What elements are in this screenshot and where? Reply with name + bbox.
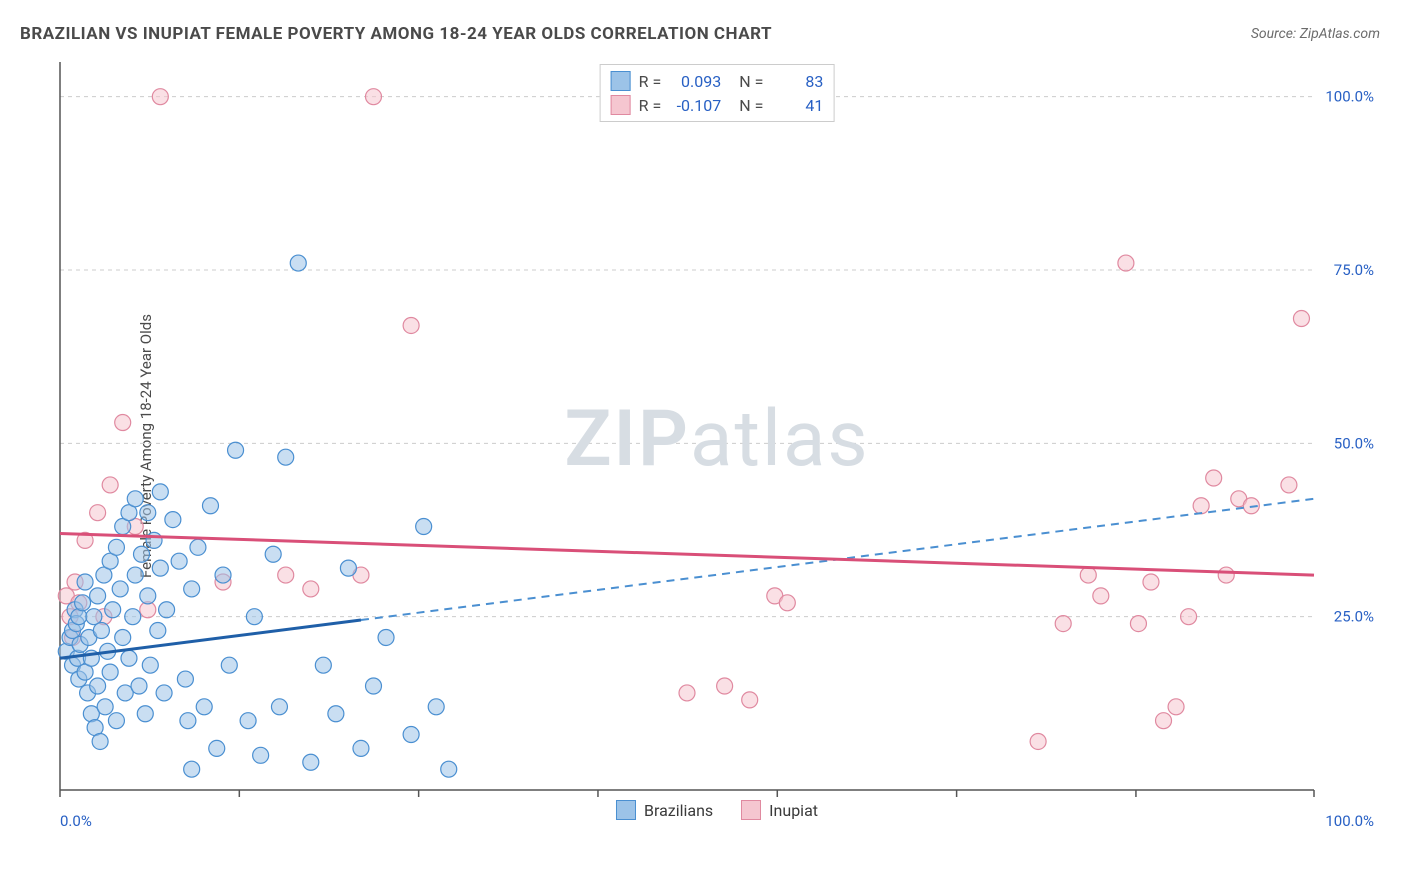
chart-title: BRAZILIAN VS INUPIAT FEMALE POVERTY AMON… [20, 24, 772, 44]
stats-legend: R = 0.093 N = 83 R = -0.107 N = 41 [600, 64, 835, 122]
legend-swatch-brazilians [611, 71, 631, 91]
r-value-inupiat: -0.107 [669, 96, 721, 115]
legend-swatch-brazilians [616, 800, 636, 820]
legend-label-inupiat: Inupiat [769, 801, 818, 820]
svg-text:75.0%: 75.0% [1334, 261, 1374, 279]
svg-text:50.0%: 50.0% [1334, 434, 1374, 452]
plot-area: 25.0%50.0%75.0%100.0%0.0%100.0% ZIPatlas… [52, 62, 1382, 832]
n-label: N = [739, 96, 763, 115]
r-label: R = [639, 72, 662, 91]
legend-swatch-inupiat [611, 95, 631, 115]
source-attribution: Source: ZipAtlas.com [1251, 26, 1380, 42]
legend-label-brazilians: Brazilians [644, 801, 713, 820]
series-legend: Brazilians Inupiat [616, 800, 818, 820]
svg-text:0.0%: 0.0% [60, 812, 92, 830]
n-value-brazilians: 83 [771, 72, 823, 91]
n-value-inupiat: 41 [771, 96, 823, 115]
r-label: R = [639, 96, 662, 115]
r-value-brazilians: 0.093 [669, 72, 721, 91]
svg-text:25.0%: 25.0% [1334, 608, 1374, 626]
scatter-chart: 25.0% 50.0% 75.0% 100.0% 0.0% 100.0% [52, 62, 1382, 832]
legend-swatch-inupiat [741, 800, 761, 820]
svg-text:100.0%: 100.0% [1325, 812, 1374, 830]
svg-text:100.0%: 100.0% [1325, 88, 1374, 106]
n-label: N = [739, 72, 763, 91]
